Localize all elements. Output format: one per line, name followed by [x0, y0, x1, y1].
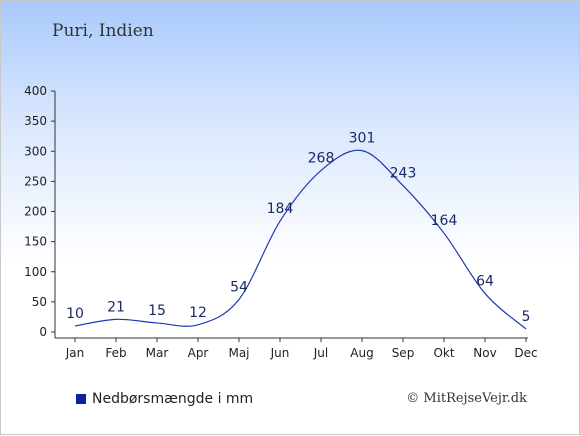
x-tick-label: Sep [392, 346, 415, 360]
legend-swatch [76, 394, 86, 404]
x-tick-label: Dec [514, 346, 537, 360]
chart-title: Puri, Indien [52, 21, 154, 41]
copyright: © MitRejseVejr.dk [406, 391, 527, 406]
y-axis: 0 50 100 150 200 250 300 350 400 [24, 84, 56, 339]
legend: Nedbørsmængde i mm [76, 391, 253, 407]
y-tick-label: 150 [24, 235, 47, 249]
x-tick-label: Jan [65, 346, 85, 360]
x-tick-label: Maj [228, 346, 249, 360]
series-layer [74, 149, 527, 330]
x-tick-label: Aug [350, 346, 373, 360]
y-tick-label: 400 [24, 84, 47, 98]
y-tick-label: 250 [24, 174, 47, 188]
data-label: 54 [230, 279, 248, 295]
x-axis: Jan Feb Mar Apr Maj Jun Jul Aug Sep Okt Nov Dec [55, 337, 538, 360]
data-labels: 10 21 15 12 54 184 268 301 243 164 64 5 [66, 131, 530, 325]
data-label: 301 [349, 131, 376, 147]
data-label: 243 [390, 166, 417, 182]
y-tick-label: 300 [24, 144, 47, 158]
x-tick-label: Mar [146, 346, 169, 360]
y-tick-label: 200 [24, 205, 47, 219]
data-label: 268 [308, 151, 335, 167]
y-tick-label: 0 [39, 325, 47, 339]
data-label: 64 [476, 273, 494, 289]
x-tick-label: Okt [433, 346, 454, 360]
x-tick-label: Jun [270, 346, 290, 360]
data-label: 15 [148, 303, 166, 319]
x-tick-label: Feb [105, 346, 126, 360]
data-label: 164 [431, 213, 458, 229]
legend-label: Nedbørsmængde i mm [92, 391, 254, 407]
data-label: 21 [107, 299, 125, 315]
y-tick-label: 100 [24, 265, 47, 279]
x-tick-label: Apr [188, 346, 209, 360]
x-tick-label: Jul [313, 346, 328, 360]
precipitation-line [74, 149, 527, 330]
data-label: 10 [66, 306, 84, 322]
data-label: 184 [267, 201, 294, 217]
y-tick-label: 350 [24, 114, 47, 128]
data-label: 5 [522, 309, 531, 325]
data-label: 12 [189, 305, 207, 321]
x-tick-label: Nov [473, 346, 496, 360]
y-tick-label: 50 [32, 295, 47, 309]
